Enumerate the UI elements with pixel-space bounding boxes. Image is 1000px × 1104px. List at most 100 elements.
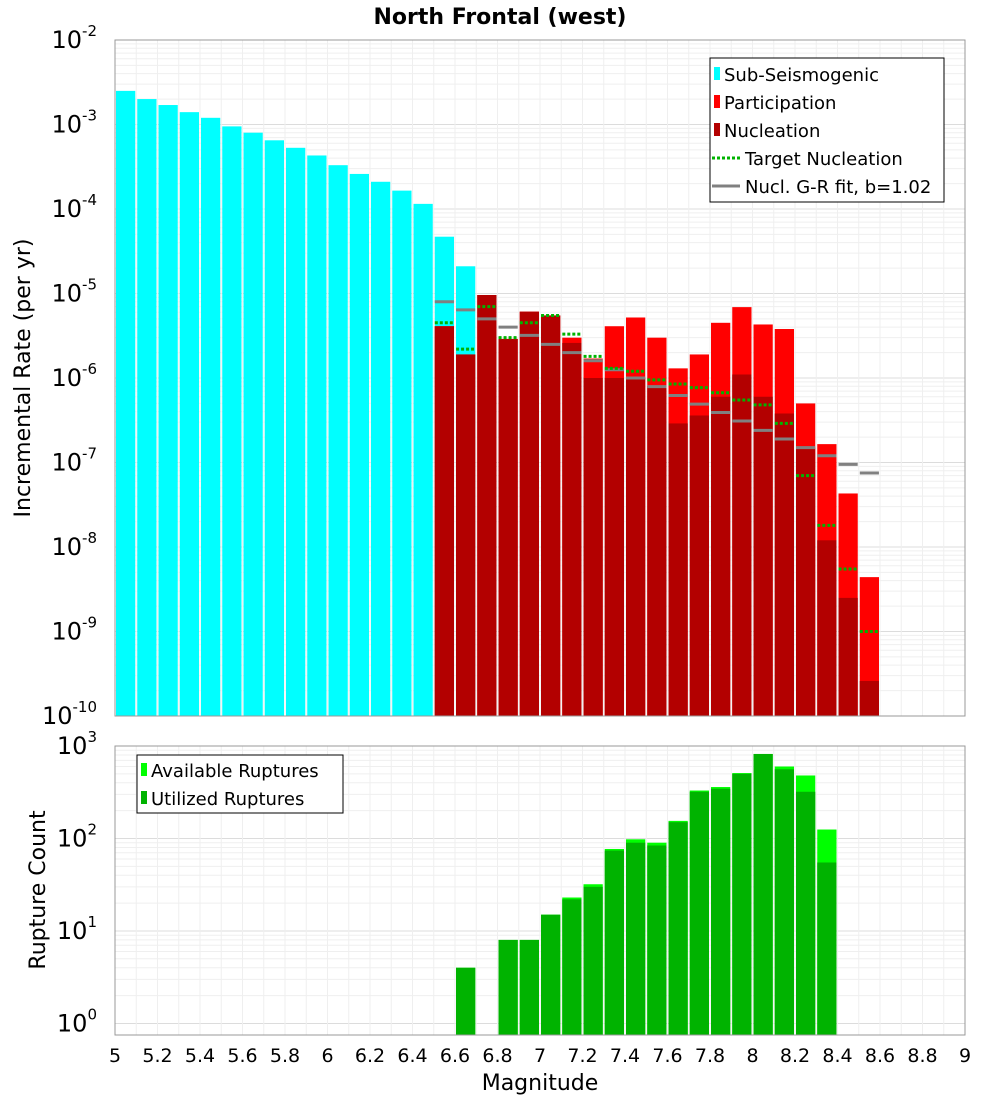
legend-box	[136, 754, 344, 814]
utilized-ruptures-bar	[562, 899, 582, 1035]
x-tick-label: 8	[746, 1045, 758, 1067]
nucleation-bar	[817, 540, 837, 716]
x-tick-label: 8.6	[865, 1045, 895, 1067]
x-tick-label: 7	[534, 1045, 546, 1067]
legend-label: Nucl. G-R fit, b=1.02	[745, 177, 931, 198]
nucleation-bar	[477, 294, 497, 716]
utilized-ruptures-bar	[689, 791, 709, 1035]
y-tick-label: 100	[57, 1005, 97, 1037]
nucleation-bar	[774, 413, 794, 716]
y-tick-label: 10-7	[51, 445, 97, 477]
y-tick-label: 10-10	[42, 698, 97, 730]
top-legend: Sub-Seismogenic Participation Nucleation Ta…	[709, 57, 945, 203]
legend-swatch	[714, 123, 720, 136]
nucleation-bar	[796, 447, 816, 716]
sub-seismogenic-bar	[328, 165, 348, 717]
bottom-plot-frame	[114, 745, 966, 1036]
utilized-ruptures-bar	[647, 845, 667, 1035]
sub-seismogenic-bar	[201, 117, 221, 716]
chart-title: North Frontal (west)	[374, 5, 627, 30]
nucleation-bar	[668, 423, 688, 716]
x-tick-label: 6.8	[482, 1045, 512, 1067]
utilized-ruptures-bar	[626, 842, 646, 1035]
x-tick-label: 5.8	[270, 1045, 300, 1067]
legend-swatch	[714, 95, 720, 108]
nucleation-bar	[711, 396, 731, 716]
x-ticks: 5 5.2 5.4 5.6 5.8 6 6.2 6.4 6.6 6.8 7 7.2 7.4 7.6 7.8 8…	[109, 1045, 971, 1067]
y-tick-label: 10-6	[51, 360, 97, 392]
utilized-ruptures-bar	[583, 886, 603, 1035]
legend-swatch	[714, 67, 720, 80]
sub-seismogenic-bar	[392, 190, 412, 716]
y-tick-label: 10-8	[51, 529, 97, 561]
nucleation-bar	[541, 315, 561, 716]
nucleation-bar	[562, 342, 582, 716]
nucleation-bar	[498, 338, 518, 716]
legend-label: Available Ruptures	[151, 761, 319, 782]
utilized-ruptures-bar	[732, 773, 752, 1035]
nucleation-bar	[456, 354, 476, 716]
top-y-axis-label: Incremental Rate (per yr)	[11, 239, 36, 518]
top-bars	[116, 90, 879, 717]
x-tick-label: 7.2	[567, 1045, 597, 1067]
y-tick-label: 10-9	[51, 614, 97, 646]
x-tick-label: 6.6	[440, 1045, 470, 1067]
legend-label: Target Nucleation	[744, 149, 903, 170]
utilized-ruptures-bar	[498, 939, 518, 1035]
x-tick-label: 7.6	[652, 1045, 682, 1067]
x-tick-label: 7.4	[610, 1045, 640, 1067]
legend-label: Sub-Seismogenic	[724, 65, 879, 86]
utilized-ruptures-bar	[456, 967, 476, 1035]
legend-label: Nucleation	[724, 121, 820, 142]
sub-seismogenic-bar	[243, 132, 263, 716]
x-tick-label: 5.4	[185, 1045, 215, 1067]
sub-seismogenic-bar	[349, 173, 369, 716]
sub-seismogenic-bar	[286, 147, 306, 716]
x-tick-label: 5	[109, 1045, 121, 1067]
top-y-ticks: 10-10 10-9 10-8 10-7 10-6 10-5 10-4 10-3 10-2	[42, 22, 97, 730]
x-tick-label: 5.2	[142, 1045, 172, 1067]
nucleation-bar	[519, 311, 539, 716]
legend-swatch	[141, 791, 147, 804]
utilized-ruptures-bar	[668, 822, 688, 1035]
y-tick-label: 103	[57, 728, 97, 760]
y-tick-label: 10-4	[51, 191, 97, 223]
utilized-ruptures-bar	[604, 850, 624, 1035]
sub-seismogenic-bar	[137, 99, 157, 716]
sub-seismogenic-bar	[371, 181, 391, 717]
x-tick-label: 6.2	[355, 1045, 385, 1067]
x-tick-label: 8.2	[780, 1045, 810, 1067]
utilized-ruptures-bar	[817, 862, 837, 1035]
nucleation-bar	[689, 415, 709, 716]
x-tick-label: 5.6	[227, 1045, 257, 1067]
utilized-ruptures-bar	[711, 788, 731, 1035]
sub-seismogenic-bar	[413, 203, 433, 716]
y-tick-label: 10-3	[51, 107, 97, 139]
nucleation-bar	[753, 396, 773, 716]
y-tick-label: 102	[57, 820, 97, 852]
nucleation-bar	[604, 378, 624, 716]
x-tick-label: 9	[959, 1045, 971, 1067]
nucleation-bar	[434, 326, 454, 716]
sub-seismogenic-bar	[222, 126, 242, 717]
utilized-ruptures-bar	[753, 753, 773, 1035]
legend-label: Utilized Ruptures	[151, 789, 304, 810]
bottom-bars	[456, 753, 837, 1035]
x-tick-label: 8.8	[907, 1045, 937, 1067]
nucleation-bar	[647, 386, 667, 716]
top-target-marks	[434, 300, 879, 633]
y-tick-label: 10-5	[51, 276, 97, 308]
utilized-ruptures-bar	[541, 914, 561, 1035]
x-tick-label: 6.4	[397, 1045, 427, 1067]
y-tick-label: 101	[57, 913, 97, 945]
sub-seismogenic-bar	[307, 155, 327, 716]
top-plot-frame	[114, 39, 966, 717]
legend-swatch	[141, 763, 147, 776]
utilized-ruptures-bar	[796, 791, 816, 1035]
y-tick-label: 10-2	[51, 22, 97, 54]
nucleation-bar	[859, 680, 879, 716]
utilized-ruptures-bar	[519, 939, 539, 1035]
bottom-y-axis-label: Rupture Count	[26, 810, 51, 970]
